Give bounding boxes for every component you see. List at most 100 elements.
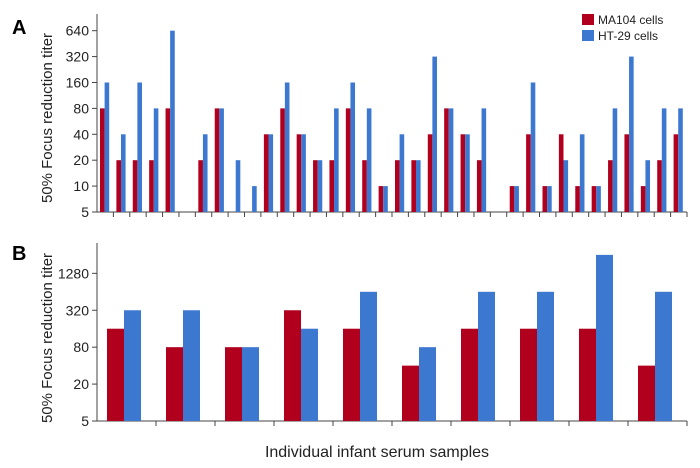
panel-b-y-tick-label: 20 bbox=[73, 376, 89, 392]
panel-b-bar-ma104 bbox=[402, 365, 419, 421]
panel-a-bar-ht29 bbox=[120, 134, 126, 212]
panel-a-bar-ma104 bbox=[657, 160, 662, 212]
panel-a-bar-ht29 bbox=[137, 82, 142, 212]
legend-label-ma104: MA104 cells bbox=[598, 13, 663, 27]
panel-a-bar-ht29 bbox=[448, 108, 454, 212]
panel-b-bar-ht29 bbox=[124, 310, 141, 421]
panel-a-bar-ht29 bbox=[661, 108, 667, 212]
panel-b-bar-ma104 bbox=[166, 347, 183, 421]
panel-a-bar-ma104 bbox=[558, 134, 564, 212]
panel-a-label: A bbox=[12, 17, 26, 39]
panel-a-bar-ht29 bbox=[547, 186, 552, 212]
panel-a-bar-ma104 bbox=[263, 134, 269, 212]
panel-b-bar-ma104 bbox=[343, 328, 360, 421]
panel-a-bar-ma104 bbox=[100, 108, 105, 212]
panel-a-y-tick-label: 320 bbox=[66, 49, 90, 65]
panel-a-bar-ht29 bbox=[596, 186, 601, 212]
legend-swatch-ma104 bbox=[582, 14, 594, 25]
panel-a: A 50% Focus reduction titer 5 10 20 40 80 160… bbox=[12, 13, 688, 220]
panel-b-bar-ma104 bbox=[107, 328, 124, 421]
legend: MA104 cells HT-29 cells bbox=[582, 13, 663, 43]
panel-a-bar-ma104 bbox=[673, 134, 679, 212]
panel-a-bar-ht29 bbox=[366, 108, 372, 212]
panel-a-bar-ht29 bbox=[530, 82, 536, 212]
panel-b-bar-ht29 bbox=[596, 254, 613, 421]
panel-a-bar-ht29 bbox=[579, 134, 585, 212]
panel-a-bar-ht29 bbox=[465, 134, 470, 212]
panel-a-bar-ht29 bbox=[514, 186, 519, 212]
panel-a-bar-ma104 bbox=[362, 160, 367, 212]
panel-a-bar-ma104 bbox=[624, 134, 630, 212]
panel-a-bar-ma104 bbox=[444, 108, 449, 212]
panel-b-bar-ma104 bbox=[461, 328, 478, 421]
panel-a-bar-ht29 bbox=[268, 134, 274, 212]
panel-b-bar-ma104 bbox=[284, 310, 301, 421]
panel-a-plot: 5 10 20 40 80 160 320 640 bbox=[66, 14, 688, 220]
panel-a-bar-ma104 bbox=[280, 108, 285, 212]
panel-a-bar-ma104 bbox=[608, 160, 613, 212]
panel-a-y-axis-title: 50% Focus reduction titer bbox=[39, 33, 56, 203]
panel-a-bar-ht29 bbox=[645, 160, 651, 212]
panel-a-bar-ma104 bbox=[411, 160, 416, 212]
panel-a-bar-ht29 bbox=[612, 108, 618, 212]
x-axis-title: Individual infant serum samples bbox=[265, 444, 489, 461]
panel-b-plot: 5 20 80 320 1280 bbox=[58, 243, 688, 429]
panel-a-bar-ma104 bbox=[345, 108, 351, 212]
panel-a-y-tick-label: 20 bbox=[73, 152, 89, 168]
panel-a-bar-ht29 bbox=[350, 82, 356, 212]
panel-a-bar-ma104 bbox=[395, 160, 400, 212]
panel-b-bar-ht29 bbox=[419, 347, 436, 421]
panel-a-bar-ht29 bbox=[383, 186, 388, 212]
panel-a-bar-ma104 bbox=[313, 160, 318, 212]
panel-a-bar-ma104 bbox=[526, 134, 531, 212]
panel-a-y-tick-label: 80 bbox=[73, 100, 89, 116]
panel-b-bar-ma104 bbox=[225, 347, 242, 421]
panel-a-bar-ma104 bbox=[214, 108, 220, 212]
panel-b-bar-ht29 bbox=[301, 328, 318, 421]
panel-a-y-tick-label: 40 bbox=[73, 126, 89, 142]
panel-b: B 50% Focus reduction titer 5 20 80 320 1280 bbox=[12, 243, 688, 429]
panel-a-bar-ma104 bbox=[509, 186, 515, 212]
panel-b-y-tick-label: 1280 bbox=[58, 265, 89, 281]
legend-label-ht29: HT-29 cells bbox=[598, 29, 658, 43]
panel-a-bar-ht29 bbox=[284, 82, 290, 212]
panel-a-y-tick-label: 5 bbox=[81, 204, 89, 220]
panel-a-y-tick-label: 640 bbox=[66, 23, 90, 39]
panel-a-bar-ht29 bbox=[235, 160, 241, 212]
panel-b-bar-ma104 bbox=[638, 365, 655, 421]
panel-a-bar-ht29 bbox=[481, 108, 487, 212]
panel-a-bar-ht29 bbox=[301, 134, 306, 212]
panel-b-y-axis-title: 50% Focus reduction titer bbox=[39, 253, 56, 423]
panel-a-bar-ma104 bbox=[575, 186, 580, 212]
panel-b-bar-ht29 bbox=[242, 347, 259, 421]
panel-a-bar-ma104 bbox=[116, 160, 121, 212]
panel-a-bar-ht29 bbox=[629, 56, 634, 213]
panel-a-bar-ma104 bbox=[460, 134, 466, 212]
panel-a-bar-ht29 bbox=[678, 108, 683, 212]
legend-swatch-ht29 bbox=[582, 30, 594, 41]
panel-a-y-tick-label: 160 bbox=[66, 74, 90, 90]
panel-a-bar-ht29 bbox=[432, 56, 437, 213]
panel-b-bar-ht29 bbox=[655, 291, 672, 421]
panel-b-label: B bbox=[12, 243, 26, 265]
panel-b-y-tick-label: 80 bbox=[73, 339, 89, 355]
panel-a-bar-ht29 bbox=[104, 82, 110, 212]
panel-b-y-tick-label: 320 bbox=[66, 302, 90, 318]
panel-a-bar-ma104 bbox=[476, 160, 482, 212]
panel-a-bar-ht29 bbox=[415, 160, 421, 212]
panel-b-y-tick-label: 5 bbox=[81, 413, 89, 429]
panel-a-bar-ma104 bbox=[427, 134, 433, 212]
panel-a-bar-ma104 bbox=[149, 160, 154, 212]
panel-a-bar-ht29 bbox=[170, 30, 175, 213]
panel-b-bar-ht29 bbox=[478, 291, 495, 421]
panel-b-bar-ht29 bbox=[537, 291, 554, 421]
panel-a-bar-ht29 bbox=[563, 160, 569, 212]
panel-b-bar-ma104 bbox=[520, 328, 537, 421]
panel-a-bar-ma104 bbox=[165, 108, 171, 212]
panel-a-bar-ht29 bbox=[399, 134, 405, 212]
panel-a-bar-ma104 bbox=[591, 186, 597, 212]
panel-a-bar-ma104 bbox=[329, 160, 335, 212]
panel-a-bar-ma104 bbox=[296, 134, 302, 212]
panel-a-bar-ht29 bbox=[334, 108, 339, 212]
